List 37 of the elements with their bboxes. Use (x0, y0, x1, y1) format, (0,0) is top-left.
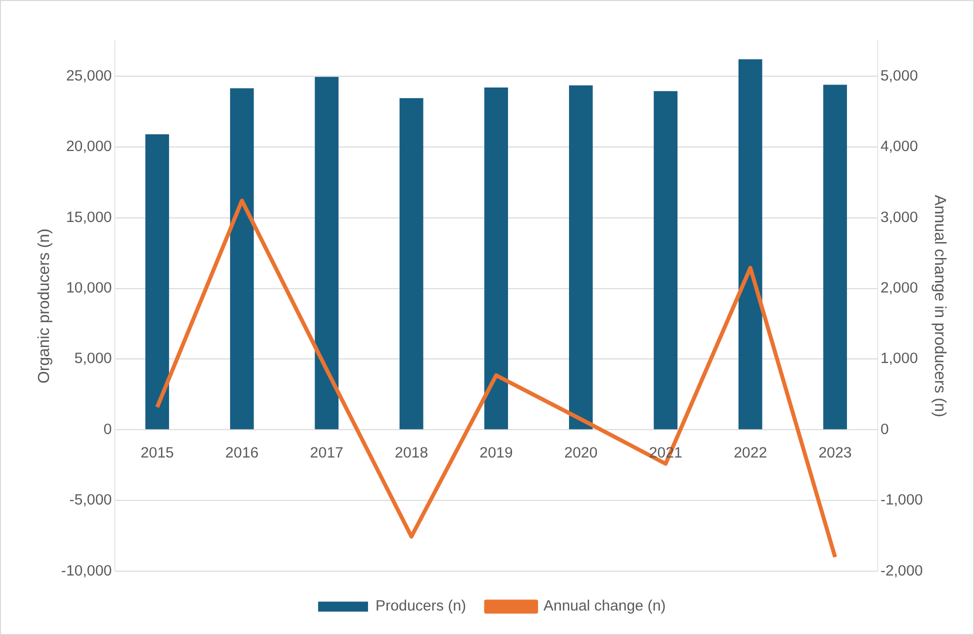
bar (145, 134, 170, 430)
bar (400, 98, 424, 430)
bar (823, 84, 847, 430)
x-tick-label: 2022 (734, 444, 768, 462)
y2-axis-title: Annual change in producers (n) (931, 194, 948, 418)
x-tick-label: 2018 (394, 444, 428, 462)
bar (738, 59, 762, 430)
y-tick-label: 5,000 (74, 350, 112, 368)
bar (230, 88, 254, 430)
y-tick-label: 25,000 (66, 67, 112, 84)
legend-label: Producers (n) (376, 598, 466, 615)
y2-tick-label: 4,000 (880, 138, 918, 156)
y2-tick-label: 3,000 (880, 208, 918, 226)
y2-tick-label: 2,000 (880, 279, 918, 296)
y-tick-label: -5,000 (69, 492, 112, 509)
y2-tick-label: 1,000 (880, 350, 918, 368)
x-tick-label: 2023 (818, 444, 852, 462)
y2-tick-label: -2,000 (880, 562, 923, 580)
y2-tick-label: -1,000 (880, 492, 923, 509)
y-tick-label: 10,000 (66, 279, 112, 296)
y-tick-label: 20,000 (66, 138, 112, 156)
x-tick-label: 2016 (225, 444, 259, 462)
bar (654, 91, 678, 430)
bar (484, 88, 508, 430)
x-tick-label: 2020 (564, 444, 598, 462)
x-tick-label: 2015 (140, 444, 174, 462)
bar (314, 76, 339, 430)
y-tick-label: 15,000 (66, 208, 112, 226)
y-tick-label: 0 (104, 420, 112, 438)
y2-tick-label: 0 (880, 420, 889, 438)
legend-label: Annual change (n) (544, 598, 666, 615)
bar (569, 85, 593, 430)
x-tick-label: 2019 (480, 444, 513, 462)
x-tick-label: 2017 (310, 444, 344, 462)
y-axis-title: Organic producers (n) (36, 228, 53, 384)
y2-tick-label: 5,000 (880, 67, 918, 84)
y-tick-label: -10,000 (61, 562, 112, 580)
